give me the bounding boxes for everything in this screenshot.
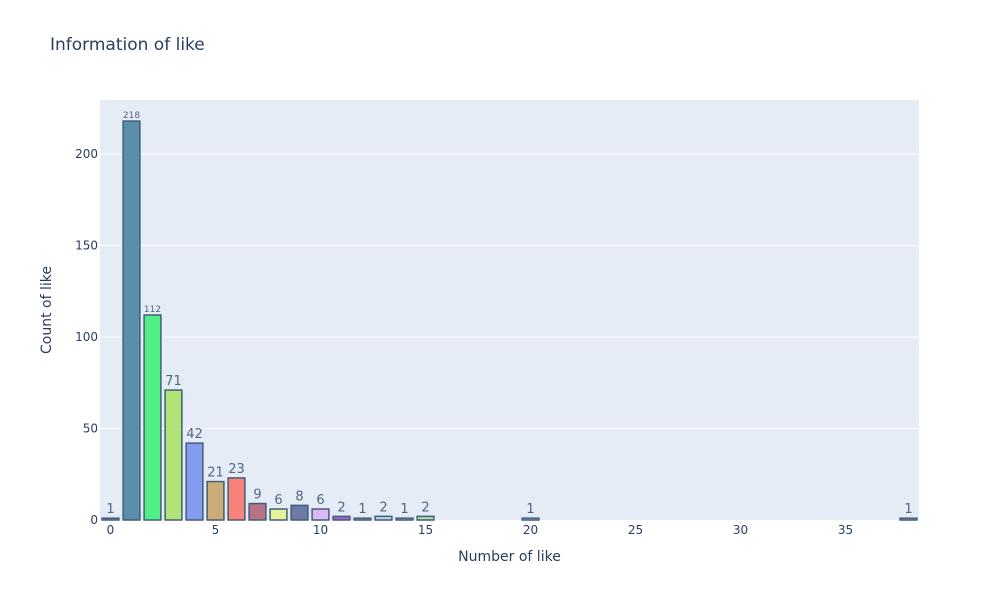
chart-title: Information of like	[50, 35, 205, 55]
bar-value-label: 21	[207, 466, 224, 481]
bar-value-label: 1	[526, 502, 534, 517]
x-tick-label: 0	[107, 523, 115, 537]
bars	[101, 120, 918, 521]
x-tick-label: 5	[212, 523, 220, 537]
bar[interactable]	[290, 504, 309, 521]
bar[interactable]	[227, 477, 246, 521]
bar-value-label: 2	[337, 500, 345, 515]
bar[interactable]	[353, 517, 372, 521]
bar[interactable]	[311, 508, 330, 521]
bar[interactable]	[248, 502, 267, 521]
bar[interactable]	[416, 515, 435, 521]
x-tick-label: 15	[418, 523, 433, 537]
bar[interactable]	[269, 508, 288, 521]
bar[interactable]	[206, 480, 225, 521]
bar[interactable]	[101, 517, 120, 521]
gridlines	[100, 153, 919, 429]
y-tick-label: 100	[75, 330, 98, 344]
y-tick-label: 150	[75, 238, 98, 252]
x-tick-label: 30	[733, 523, 748, 537]
bar-value-label: 1	[400, 502, 408, 517]
bar[interactable]	[185, 442, 204, 521]
bar-value-label: 112	[144, 305, 161, 315]
x-axis-title: Number of like	[458, 549, 561, 565]
bar-value-label: 71	[165, 374, 182, 389]
bar[interactable]	[164, 389, 183, 521]
bar-value-label: 23	[228, 462, 245, 477]
bar[interactable]	[521, 517, 540, 521]
bar-value-label: 1	[106, 502, 114, 517]
x-tick-label: 35	[838, 523, 853, 537]
bar-value-label: 42	[186, 427, 203, 442]
x-tick-label: 10	[313, 523, 328, 537]
bar-value-label: 6	[316, 493, 324, 508]
bar-value-label: 6	[274, 493, 282, 508]
y-axis-title: Count of like	[39, 266, 55, 354]
bar-value-label: 1	[358, 502, 366, 517]
bar-value-label: 8	[295, 489, 303, 504]
y-axis-ticks: 0 50 100 150 200	[75, 147, 98, 527]
bar[interactable]	[143, 314, 162, 521]
bar[interactable]	[395, 517, 414, 521]
x-axis-ticks: 0 5 10 15 20 25 30 35	[107, 523, 853, 537]
bar-value-label: 2	[379, 500, 387, 515]
bar[interactable]	[374, 515, 393, 521]
x-tick-label: 20	[523, 523, 538, 537]
bar[interactable]	[899, 517, 918, 521]
x-tick-label: 25	[628, 523, 643, 537]
y-tick-label: 50	[83, 421, 98, 435]
bar-value-label: 1	[904, 502, 912, 517]
y-tick-label: 0	[90, 513, 98, 527]
bar[interactable]	[332, 515, 351, 521]
bar[interactable]	[122, 120, 141, 521]
bar-value-label: 9	[253, 488, 261, 503]
bar-value-label: 2	[421, 500, 429, 515]
plot-area	[100, 100, 919, 520]
bar-value-label: 218	[123, 111, 140, 121]
y-tick-label: 200	[75, 147, 98, 161]
